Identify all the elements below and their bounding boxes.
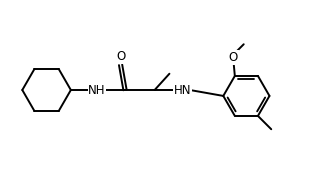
Text: O: O — [229, 51, 238, 64]
Text: NH: NH — [88, 84, 106, 96]
Text: HN: HN — [174, 84, 192, 96]
Text: O: O — [116, 50, 125, 63]
